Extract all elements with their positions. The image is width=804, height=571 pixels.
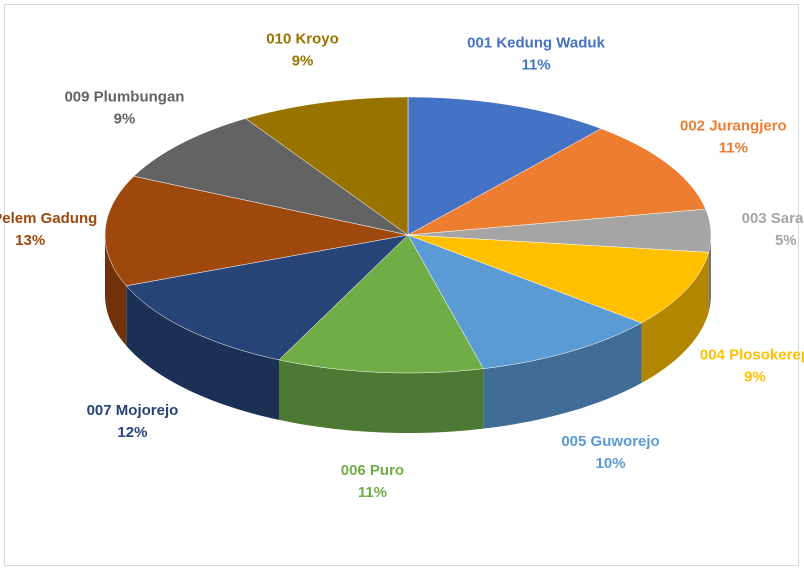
value-label: 9% (114, 110, 136, 127)
category-label: 001 Kedung Waduk (467, 34, 605, 51)
category-label: 004 Plosokerep (700, 347, 804, 364)
value-label: 11% (521, 56, 550, 73)
category-label: 007 Mojorejo (87, 402, 179, 419)
value-label: 9% (744, 369, 766, 386)
value-label: 13% (15, 232, 45, 249)
slice (104, 175, 409, 287)
value-label: 11% (719, 140, 748, 157)
value-label: 12% (117, 424, 147, 441)
slice (407, 234, 709, 324)
slice (407, 128, 707, 236)
slice-side (126, 285, 279, 420)
slice-side (483, 322, 642, 429)
slice-side (278, 359, 484, 433)
slice (278, 234, 484, 374)
slice (133, 118, 409, 236)
category-label: 005 Guworejo (561, 433, 659, 450)
category-label: 008 Pelem Gadung (0, 210, 97, 227)
slice-side (708, 235, 711, 313)
value-label: 5% (775, 232, 797, 249)
category-label: 009 Plumbungan (64, 88, 184, 105)
category-label: 006 Puro (341, 462, 404, 479)
category-label: 010 Kroyo (266, 31, 339, 48)
pie-labels: 001 Kedung Waduk 11% 002 Jurangjero 11% 003 … (0, 31, 804, 501)
slice (245, 96, 409, 236)
slice-side (105, 235, 127, 346)
pie-tops (104, 96, 712, 374)
slice (407, 208, 712, 253)
value-label: 11% (358, 484, 387, 501)
slice (407, 96, 602, 236)
slice-side (641, 252, 709, 383)
slice (407, 234, 643, 369)
pie-sides (105, 235, 711, 433)
category-label: 003 Saradan (742, 210, 804, 227)
value-label: 10% (596, 455, 626, 472)
value-label: 9% (292, 53, 314, 70)
slice (125, 234, 409, 361)
category-label: 002 Jurangjero (680, 118, 787, 135)
